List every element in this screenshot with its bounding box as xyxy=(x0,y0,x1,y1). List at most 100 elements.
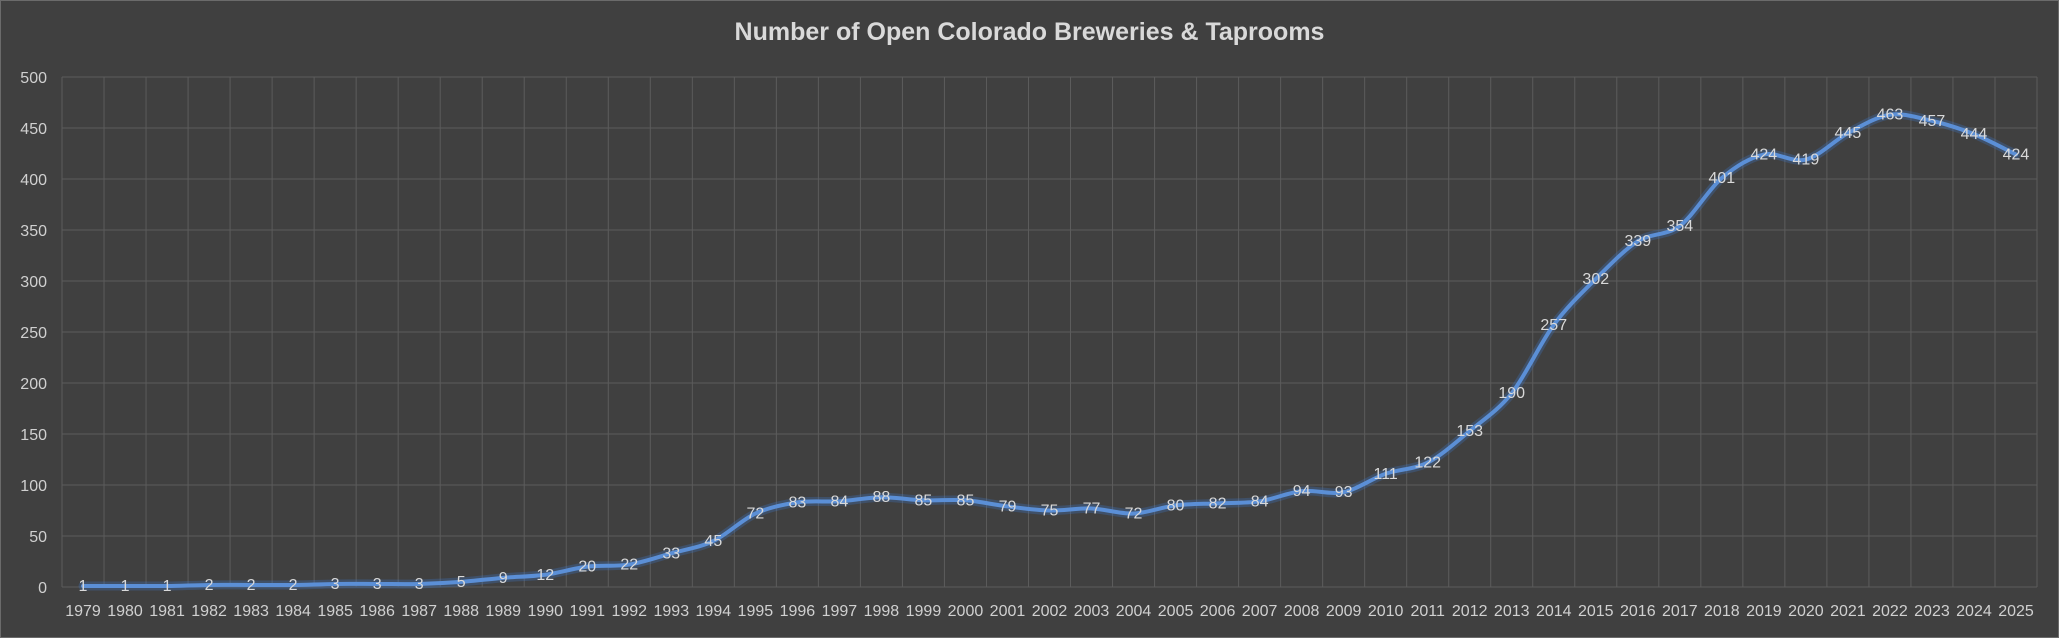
data-label: 463 xyxy=(1877,107,1904,124)
data-label: 1 xyxy=(163,578,172,595)
data-label: 22 xyxy=(620,557,638,574)
x-tick-label: 1993 xyxy=(654,603,690,620)
x-tick-label: 2012 xyxy=(1452,603,1488,620)
x-tick-label: 1992 xyxy=(611,603,647,620)
y-tick-label: 50 xyxy=(29,529,47,546)
data-label: 85 xyxy=(957,492,975,509)
data-label: 424 xyxy=(1751,147,1778,164)
x-tick-label: 2010 xyxy=(1368,603,1404,620)
data-label: 122 xyxy=(1414,455,1441,472)
x-tick-label: 1999 xyxy=(906,603,942,620)
data-label: 3 xyxy=(373,576,382,593)
data-label: 20 xyxy=(578,559,596,576)
x-tick-label: 2023 xyxy=(1914,603,1950,620)
data-label: 424 xyxy=(2003,147,2030,164)
data-label: 84 xyxy=(1251,493,1269,510)
data-label: 88 xyxy=(873,489,891,506)
x-tick-label: 2025 xyxy=(1998,603,2034,620)
x-tick-label: 2001 xyxy=(990,603,1026,620)
data-label: 339 xyxy=(1624,233,1651,250)
data-label: 85 xyxy=(915,492,933,509)
data-label: 111 xyxy=(1374,466,1398,483)
series-line xyxy=(81,112,2018,589)
x-tick-label: 2004 xyxy=(1116,603,1152,620)
data-label: 445 xyxy=(1835,125,1862,142)
y-tick-label: 350 xyxy=(20,223,47,240)
x-tick-label: 2006 xyxy=(1200,603,1236,620)
x-tick-label: 1994 xyxy=(696,603,732,620)
data-label: 2 xyxy=(289,577,298,594)
x-tick-label: 2022 xyxy=(1872,603,1908,620)
data-label: 84 xyxy=(830,493,848,510)
x-tick-label: 1998 xyxy=(864,603,900,620)
x-tick-label: 1983 xyxy=(233,603,269,620)
y-tick-label: 0 xyxy=(38,580,47,597)
data-label: 444 xyxy=(1961,126,1988,143)
y-tick-label: 400 xyxy=(20,172,47,189)
data-label: 9 xyxy=(499,570,508,587)
x-tick-label: 2007 xyxy=(1242,603,1278,620)
x-tick-label: 1982 xyxy=(191,603,227,620)
x-tick-label: 2005 xyxy=(1158,603,1194,620)
data-label: 45 xyxy=(704,533,722,550)
x-tick-label: 1997 xyxy=(822,603,858,620)
x-tick-label: 1981 xyxy=(149,603,185,620)
x-tick-label: 2002 xyxy=(1032,603,1068,620)
data-label: 2 xyxy=(205,577,214,594)
x-tick-label: 1988 xyxy=(443,603,479,620)
y-tick-label: 250 xyxy=(20,325,47,342)
data-label: 12 xyxy=(536,567,554,584)
data-label: 80 xyxy=(1167,497,1185,514)
data-label: 257 xyxy=(1540,317,1567,334)
x-tick-label: 2017 xyxy=(1662,603,1698,620)
data-label: 5 xyxy=(457,574,466,591)
x-tick-label: 1989 xyxy=(485,603,521,620)
x-tick-label: 1990 xyxy=(527,603,563,620)
y-tick-label: 100 xyxy=(20,478,47,495)
x-tick-label: 1986 xyxy=(359,603,395,620)
data-label: 1 xyxy=(79,578,88,595)
x-tick-label: 1991 xyxy=(569,603,605,620)
x-tick-label: 2018 xyxy=(1704,603,1740,620)
x-tick-label: 2015 xyxy=(1578,603,1614,620)
data-label: 93 xyxy=(1335,484,1353,501)
x-tick-label: 2016 xyxy=(1620,603,1656,620)
x-tick-label: 2020 xyxy=(1788,603,1824,620)
y-tick-label: 500 xyxy=(20,70,47,87)
x-tick-label: 2000 xyxy=(948,603,984,620)
x-tick-label: 1979 xyxy=(65,603,101,620)
x-tick-label: 2014 xyxy=(1536,603,1572,620)
data-label: 2 xyxy=(247,577,256,594)
data-label: 82 xyxy=(1209,495,1227,512)
x-tick-label: 1995 xyxy=(738,603,774,620)
y-tick-label: 150 xyxy=(20,427,47,444)
x-axis-ticks: 1979 1980 1981 1982 1983 1984 1985 1986 1987 1988… xyxy=(65,603,2034,620)
y-tick-label: 450 xyxy=(20,121,47,138)
data-label: 72 xyxy=(746,506,764,523)
x-tick-label: 2021 xyxy=(1830,603,1866,620)
y-tick-label: 200 xyxy=(20,376,47,393)
x-tick-label: 1996 xyxy=(780,603,816,620)
data-label: 83 xyxy=(788,494,806,511)
data-label: 3 xyxy=(331,576,340,593)
chart-title: Number of Open Colorado Breweries & Tapr… xyxy=(734,18,1325,46)
data-label: 190 xyxy=(1498,385,1525,402)
x-tick-label: 2009 xyxy=(1326,603,1362,620)
x-tick-label: 2019 xyxy=(1746,603,1782,620)
data-label: 153 xyxy=(1456,423,1483,440)
data-label: 79 xyxy=(999,498,1017,515)
data-label: 354 xyxy=(1666,218,1693,235)
x-tick-label: 1984 xyxy=(275,603,311,620)
data-label: 419 xyxy=(1793,152,1820,169)
data-label: 72 xyxy=(1125,506,1143,523)
data-label: 401 xyxy=(1708,170,1735,187)
data-label: 94 xyxy=(1293,483,1311,500)
data-label: 457 xyxy=(1919,113,1946,130)
data-label: 77 xyxy=(1083,500,1101,517)
gridlines xyxy=(61,76,2038,588)
data-label: 75 xyxy=(1041,503,1059,520)
series-breweries xyxy=(78,109,2021,591)
